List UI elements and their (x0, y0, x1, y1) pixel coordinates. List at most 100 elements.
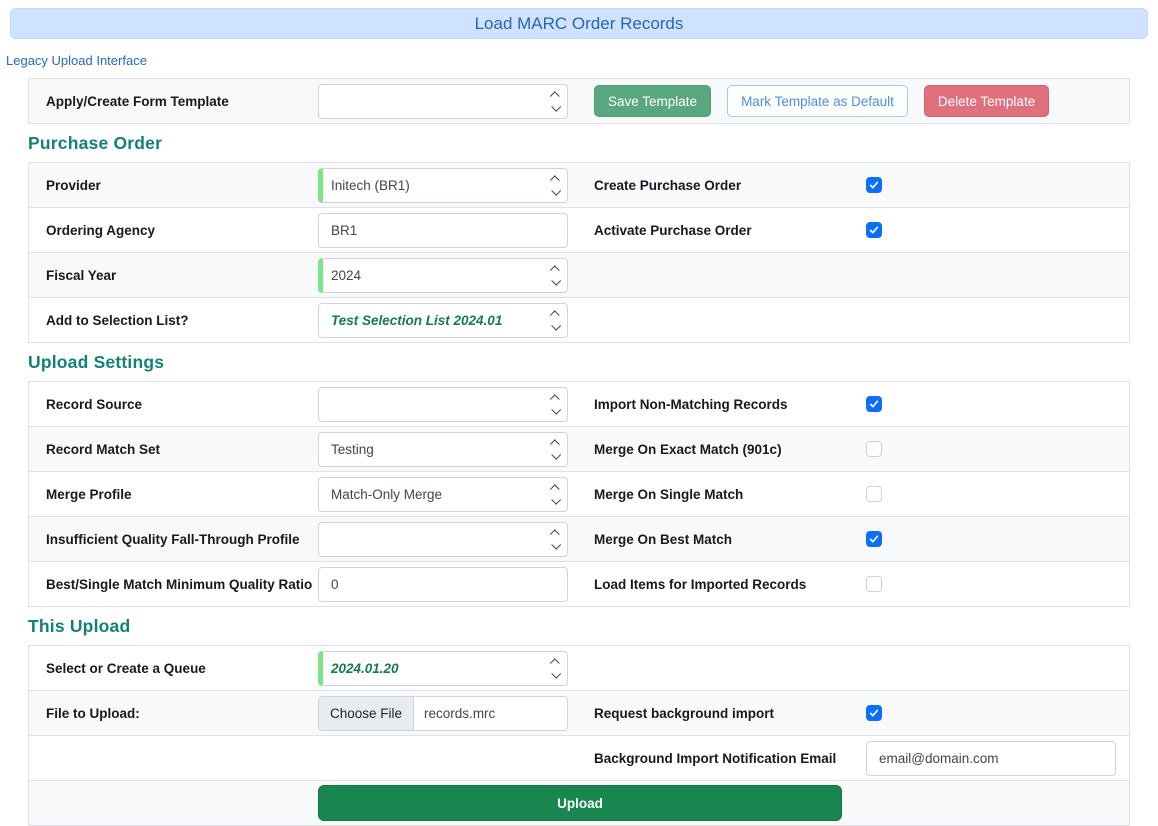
provider-row: Provider Initech (BR1) Create Purchase O… (29, 163, 1129, 208)
load-marc-order-records-page: Load MARC Order Records Legacy Upload In… (0, 8, 1158, 826)
queue-combobox[interactable]: 2024.01.20 (318, 650, 568, 686)
import-non-matching-label: Import Non-Matching Records (594, 396, 788, 412)
upload-button[interactable]: Upload (318, 785, 842, 821)
activate-po-checkbox[interactable] (866, 222, 882, 238)
chevron-down-icon[interactable] (551, 668, 562, 679)
upload-form: Apply/Create Form Template Save Template… (28, 78, 1130, 826)
merge-exact-checkbox[interactable] (866, 441, 882, 457)
file-upload-filename: records.mrc (424, 705, 496, 721)
chevron-up-icon[interactable] (549, 528, 560, 539)
chevron-down-icon[interactable] (551, 494, 562, 505)
chevron-down-icon[interactable] (551, 539, 562, 550)
template-row: Apply/Create Form Template Save Template… (29, 79, 1129, 124)
import-non-matching-checkbox[interactable] (866, 396, 882, 412)
chevron-up-icon[interactable] (549, 657, 560, 668)
provider-combobox-value: Initech (BR1) (331, 177, 410, 193)
merge-single-checkbox[interactable] (866, 486, 882, 502)
fiscal-year-combobox-spinners[interactable] (549, 259, 562, 292)
ordering-agency-label: Ordering Agency (46, 222, 156, 238)
create-po-label: Create Purchase Order (594, 177, 742, 193)
chevron-up-icon[interactable] (549, 438, 560, 449)
page-title-text: Load MARC Order Records (474, 13, 684, 33)
chevron-up-icon[interactable] (549, 393, 560, 404)
merge-best-checkbox[interactable] (866, 531, 882, 547)
chevron-up-icon[interactable] (549, 174, 560, 185)
chevron-up-icon[interactable] (549, 264, 560, 275)
merge-profile-label: Merge Profile (46, 486, 132, 502)
check-icon (869, 400, 879, 408)
notify-email-label: Background Import Notification Email (594, 750, 837, 766)
merge-best-label: Merge On Best Match (594, 531, 733, 547)
record-match-set-combobox[interactable]: Testing (318, 431, 568, 467)
notify-email-row: Background Import Notification Email (29, 736, 1129, 781)
background-import-checkbox[interactable] (866, 705, 882, 721)
check-icon (869, 709, 879, 717)
merge-profile-row: Merge Profile Match-Only Merge Merge On … (29, 472, 1129, 517)
upload-button-row: Upload (29, 781, 1129, 826)
fiscal-year-combobox-value: 2024 (331, 267, 362, 283)
purchase-order-group: Provider Initech (BR1) Create Purchase O… (28, 162, 1130, 343)
file-upload-input[interactable]: Choose File records.mrc (318, 695, 568, 731)
delete-template-button[interactable]: Delete Template (923, 85, 1050, 117)
record-source-row: Record Source Import Non-Matching Record… (29, 382, 1129, 427)
save-template-button[interactable]: Save Template (594, 85, 712, 117)
ordering-agency-row: Ordering Agency Activate Purchase Order (29, 208, 1129, 253)
merge-exact-label: Merge On Exact Match (901c) (594, 441, 782, 457)
chevron-up-icon[interactable] (549, 90, 560, 101)
notify-email-input[interactable] (866, 740, 1116, 776)
template-group: Apply/Create Form Template Save Template… (28, 78, 1130, 124)
queue-combobox-value: 2024.01.20 (331, 660, 399, 676)
chevron-up-icon[interactable] (549, 483, 560, 494)
provider-combobox[interactable]: Initech (BR1) (318, 167, 568, 203)
fiscal-year-combobox[interactable]: 2024 (318, 257, 568, 293)
template-combobox[interactable] (318, 83, 568, 119)
chevron-down-icon[interactable] (551, 449, 562, 460)
fall-through-profile-label: Insufficient Quality Fall-Through Profil… (46, 531, 300, 547)
template-label: Apply/Create Form Template (46, 93, 229, 109)
merge-single-label: Merge On Single Match (594, 486, 744, 502)
background-import-label: Request background import (594, 705, 775, 721)
activate-po-label: Activate Purchase Order (594, 222, 752, 238)
create-po-checkbox[interactable] (866, 177, 882, 193)
legacy-upload-interface-link[interactable]: Legacy Upload Interface (6, 53, 147, 68)
load-items-checkbox[interactable] (866, 576, 882, 592)
record-source-combobox[interactable] (318, 386, 568, 422)
chevron-down-icon[interactable] (551, 404, 562, 415)
fall-through-profile-combobox[interactable] (318, 521, 568, 557)
provider-label: Provider (46, 177, 101, 193)
ordering-agency-input[interactable] (318, 212, 568, 248)
queue-combobox-spinners[interactable] (549, 652, 562, 685)
check-icon (869, 535, 879, 543)
record-match-set-row: Record Match Set Testing Merge On Exact … (29, 427, 1129, 472)
selection-list-combobox[interactable]: Test Selection List 2024.01 (318, 302, 568, 338)
template-combobox-spinners[interactable] (549, 85, 562, 118)
check-icon (869, 226, 879, 234)
choose-file-button[interactable]: Choose File (319, 696, 415, 730)
file-upload-label: File to Upload: (46, 705, 140, 721)
mark-template-default-button[interactable]: Mark Template as Default (727, 85, 908, 117)
chevron-down-icon[interactable] (551, 320, 562, 331)
selection-list-combobox-value: Test Selection List 2024.01 (331, 312, 503, 328)
chevron-up-icon[interactable] (549, 309, 560, 320)
chevron-down-icon[interactable] (551, 275, 562, 286)
load-items-label: Load Items for Imported Records (594, 576, 807, 592)
file-upload-row: File to Upload: Choose File records.mrc … (29, 691, 1129, 736)
merge-profile-combobox[interactable]: Match-Only Merge (318, 476, 568, 512)
this-upload-heading: This Upload (28, 616, 131, 636)
record-match-set-combobox-spinners[interactable] (549, 433, 562, 466)
provider-combobox-spinners[interactable] (549, 169, 562, 202)
chevron-down-icon[interactable] (551, 101, 562, 112)
selection-list-combobox-spinners[interactable] (549, 304, 562, 337)
quality-ratio-row: Best/Single Match Minimum Quality Ratio … (29, 562, 1129, 607)
selection-list-label: Add to Selection List? (46, 312, 189, 328)
quality-ratio-label: Best/Single Match Minimum Quality Ratio (46, 576, 313, 592)
record-source-combobox-spinners[interactable] (549, 388, 562, 421)
merge-profile-combobox-spinners[interactable] (549, 478, 562, 511)
fiscal-year-label: Fiscal Year (46, 267, 117, 283)
quality-ratio-input[interactable] (318, 566, 568, 602)
purchase-order-heading: Purchase Order (28, 133, 163, 153)
chevron-down-icon[interactable] (551, 185, 562, 196)
queue-row: Select or Create a Queue 2024.01.20 (29, 646, 1129, 691)
fall-through-profile-combobox-spinners[interactable] (549, 523, 562, 556)
page-title: Load MARC Order Records (10, 8, 1148, 39)
